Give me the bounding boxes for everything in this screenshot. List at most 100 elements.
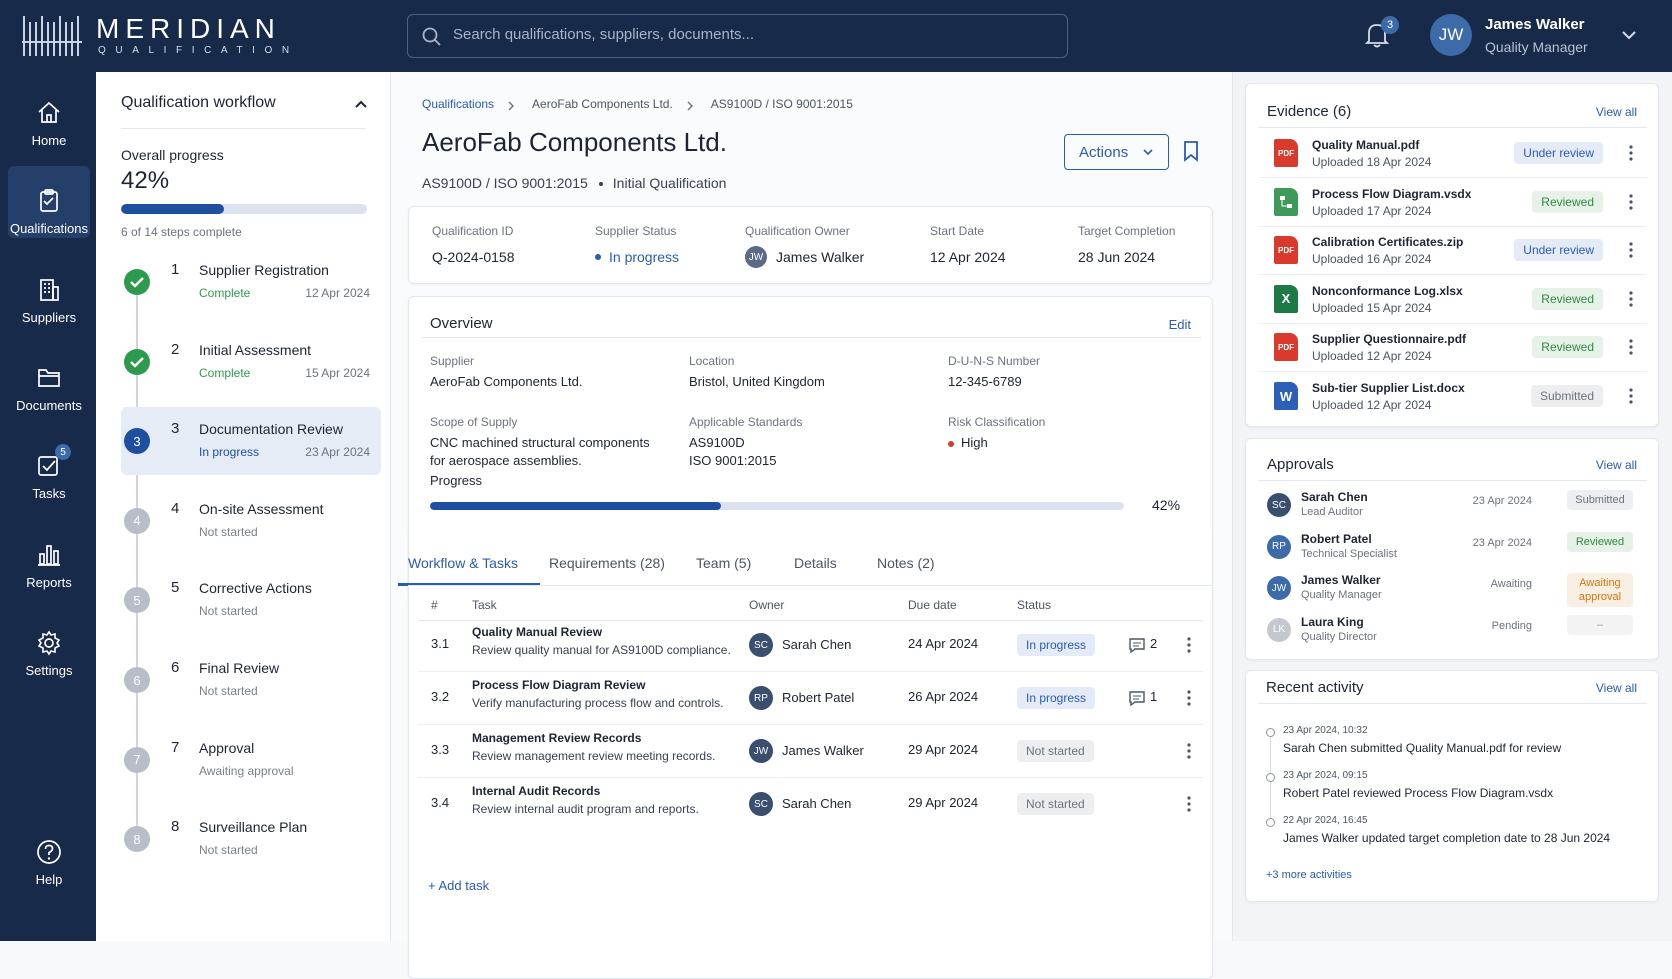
icon-shape [1622,31,1636,40]
status-pill: Submitted [1567,490,1633,510]
step-status: In progress [199,445,260,460]
icon-shape [38,101,60,123]
icon-shape [1287,203,1292,208]
tab[interactable]: Notes (2) [877,555,935,571]
icon-shape [38,456,58,477]
more-menu[interactable] [1186,743,1192,759]
more-menu[interactable] [1186,690,1192,706]
logo-mark [22,16,82,56]
file-uploaded: Uploaded 17 Apr 2024 [1312,203,1432,218]
icon-shape [1629,193,1633,198]
view-all[interactable]: View all [1595,458,1637,472]
breadcrumb-item[interactable]: Qualifications [422,97,495,111]
row-divider [418,777,1203,778]
approver-role: Quality Manager [1301,589,1382,601]
task-id: 3.1 [431,636,450,651]
icon-shape [1129,691,1145,707]
step-circle-number: 3 [133,433,141,449]
step-number: 6 [171,659,180,676]
activity-time: 23 Apr 2024, 09:15 [1283,770,1368,781]
evidence-card: Evidence (6) View all PDF Quality Manual.pd… [1245,83,1659,427]
icon-shape [1184,141,1198,162]
more-menu[interactable] [1628,291,1634,307]
tab[interactable]: Requirements (28) [549,555,665,571]
row-divider [1259,225,1647,227]
file-name: Process Flow Diagram.vsdx [1312,186,1472,201]
help-icon [37,840,61,864]
more-menu[interactable] [1628,339,1634,355]
nav-item[interactable]: Tasks 5 [8,431,90,503]
column-header: Status [1017,598,1052,612]
progress-track [430,502,1124,510]
search-box[interactable]: Search qualifications, suppliers, docume… [407,14,1068,58]
icon-shape [1187,743,1191,747]
icon-shape [46,544,52,565]
more-menu[interactable] [1628,193,1634,210]
row-divider [418,671,1203,672]
breadcrumb-item[interactable]: AeroFab Components Ltd. [532,97,673,111]
nav-item[interactable]: Home [8,78,90,150]
tab[interactable]: Team (5) [696,555,752,571]
info-value: Q-2024-0158 [432,249,515,265]
more-menu[interactable] [1628,388,1634,404]
row-divider [418,724,1203,725]
icon-shape [1629,351,1633,355]
task-id: 3.3 [431,742,450,757]
step-circle: 7 [124,746,150,773]
icon-shape [1629,297,1633,301]
tab[interactable]: Details [794,555,837,571]
field-value: High [961,435,988,450]
nav-item[interactable]: Help [8,817,90,889]
icon-shape [37,630,61,656]
row-divider [1259,274,1647,276]
actions-button[interactable]: Actions [1064,134,1169,170]
step-number: 8 [171,818,180,836]
more-menu[interactable] [1628,145,1634,161]
owner-avatar: SC [749,633,773,657]
nav-item[interactable]: Settings [8,608,90,680]
task-name: Quality Manual Review [472,625,603,639]
divider [422,337,1201,338]
view-all[interactable]: View all [1595,681,1637,695]
file-name: Calibration Certificates.zip [1312,235,1464,250]
nav-label: Settings [25,662,73,678]
task-desc: Review quality manual for AS9100D compli… [472,643,731,657]
file-icon: PDF [1274,139,1298,167]
more-menu[interactable] [1186,796,1192,812]
active-step-bg [121,407,381,476]
nav-item[interactable]: Reports [8,520,90,592]
status-pill: Reviewed [1532,190,1603,213]
progress-value: 42% [1152,497,1181,513]
task-desc: Review internal audit program and report… [472,802,699,816]
owner-avatar-text: JW [748,251,764,263]
icon-shape [47,857,51,860]
step-name: Documentation Review [199,421,343,438]
nav-item[interactable]: Suppliers [8,255,90,327]
bookmark-icon[interactable] [1184,141,1198,162]
step-circle: 3 [124,428,150,455]
approver-avatar: SC [1267,493,1291,517]
step-number: 1 [171,261,180,278]
collapse-chevron[interactable] [355,100,367,108]
nav-label: Reports [26,574,72,590]
step-circle-number: 5 [133,592,141,608]
file-uploaded: Uploaded 15 Apr 2024 [1312,300,1432,315]
icon-shape [1629,254,1633,258]
owner-avatar: JW [749,739,773,763]
view-all[interactable]: View all [1595,105,1637,119]
user-menu-chevron[interactable] [1622,30,1636,40]
more-activities[interactable]: +3 more activities [1266,869,1352,881]
nav-item[interactable]: Qualifications [8,166,90,239]
more-menu[interactable] [1628,242,1634,258]
due-date: 26 Apr 2024 [908,689,979,704]
column-header: # [431,598,438,612]
edit-link[interactable]: Edit [1168,317,1191,332]
nav-label: Documents [16,397,82,413]
more-menu[interactable] [1186,637,1192,653]
actions-chevron [1143,149,1153,156]
activity-time: 23 Apr 2024, 10:32 [1283,725,1368,736]
add-task[interactable]: + Add task [428,878,490,893]
nav-label: Tasks [32,486,66,502]
tab[interactable]: Workflow & Tasks [408,555,518,571]
nav-item[interactable]: Documents [8,343,90,415]
